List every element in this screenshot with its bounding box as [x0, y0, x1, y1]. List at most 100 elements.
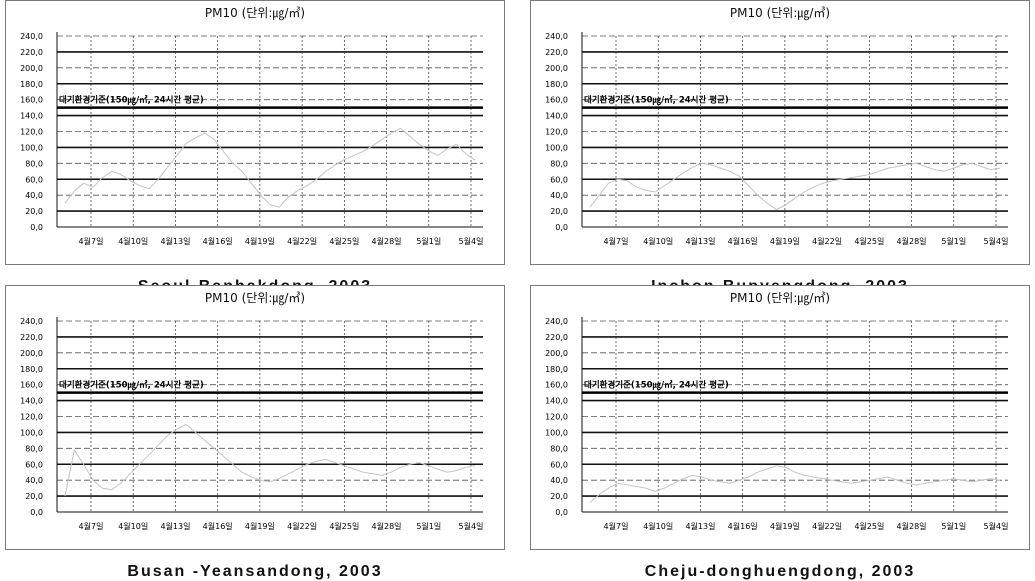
y-tick-label: 60,0: [550, 175, 568, 184]
y-tick-label: 60,0: [25, 460, 43, 469]
y-tick-label: 180,0: [545, 365, 568, 374]
chart-title: PM10 (단위:㎍/㎥): [729, 6, 831, 20]
y-tick-label: 80,0: [25, 444, 43, 453]
series-line: [589, 465, 1001, 503]
x-tick-label: 4월25일: [329, 521, 359, 531]
series-line: [589, 162, 1001, 211]
y-tick-label: 40,0: [25, 476, 43, 485]
x-tick-label: 4월7일: [604, 236, 629, 246]
x-tick-label: 5월4일: [459, 236, 484, 246]
y-tick-label: 240,0: [20, 317, 43, 326]
x-tick-label: 4월22일: [287, 521, 317, 531]
y-tick-label: 160,0: [20, 96, 43, 105]
chart-title: PM10 (단위:㎍/㎥): [204, 6, 306, 20]
x-tick-label: 4월13일: [685, 236, 715, 246]
chart-caption: Cheju-donghuengdong, 2003: [644, 563, 916, 580]
x-tick-label: 5월1일: [416, 236, 441, 246]
x-tick-label: 4월10일: [118, 521, 148, 531]
x-tick-label: 4월28일: [897, 236, 927, 246]
y-tick-label: 40,0: [25, 191, 43, 200]
x-tick-label: 4월16일: [203, 236, 233, 246]
y-tick-label: 40,0: [550, 476, 568, 485]
x-tick-label: 4월10일: [118, 236, 148, 246]
y-tick-label: 120,0: [20, 128, 43, 137]
y-tick-label: 100,0: [20, 428, 43, 437]
y-tick-label: 100,0: [545, 428, 568, 437]
y-tick-label: 160,0: [20, 381, 43, 390]
x-tick-label: 4월22일: [812, 521, 842, 531]
chart-frame: [5, 0, 505, 265]
x-tick-label: 4월28일: [372, 236, 402, 246]
x-tick-label: 4월19일: [770, 236, 800, 246]
y-tick-label: 20,0: [25, 207, 43, 216]
chart-plot: 0,0 20,0 40,0 60,0 80,0 100,0 120,0 140,0 160,0 1…: [20, 32, 484, 246]
x-tick-label: 4월13일: [160, 521, 190, 531]
x-tick-label: 4월16일: [203, 521, 233, 531]
y-tick-label: 220,0: [20, 333, 43, 342]
x-tick-label: 4월19일: [770, 521, 800, 531]
chart-panel-2: PM10 (단위:㎍/㎥) 0,0 20,0 40,0 60,0 80,0 100,0 12…: [530, 0, 1030, 295]
x-tick-label: 4월19일: [245, 521, 275, 531]
y-tick-label: 220,0: [20, 48, 43, 57]
chart-frame: [530, 0, 1030, 265]
chart-plot: 0,0 20,0 40,0 60,0 80,0 100,0 120,0 140,0 160,0 1…: [545, 317, 1009, 531]
x-tick-label: 4월13일: [685, 521, 715, 531]
x-tick-label: 4월16일: [728, 521, 758, 531]
y-tick-label: 140,0: [20, 397, 43, 406]
standard-label: 대기환경기준(150㎍/㎥, 24시간 평균): [584, 380, 729, 391]
series-line: [64, 127, 476, 208]
y-tick-label: 20,0: [550, 207, 568, 216]
y-tick-label: 160,0: [545, 381, 568, 390]
y-tick-label: 140,0: [20, 112, 43, 121]
y-tick-label: 120,0: [545, 128, 568, 137]
y-tick-label: 80,0: [550, 159, 568, 168]
chart-frame: [530, 285, 1030, 550]
x-tick-label: 4월22일: [287, 236, 317, 246]
y-tick-label: 200,0: [20, 349, 43, 358]
chart-title: PM10 (단위:㎍/㎥): [729, 291, 831, 305]
y-tick-label: 180,0: [20, 365, 43, 374]
y-tick-label: 220,0: [545, 48, 568, 57]
y-tick-label: 180,0: [545, 80, 568, 89]
x-tick-label: 4월16일: [728, 236, 758, 246]
chart-plot: 0,0 20,0 40,0 60,0 80,0 100,0 120,0 140,0 160,0 1…: [545, 32, 1009, 246]
x-tick-label: 5월4일: [459, 521, 484, 531]
x-tick-label: 4월10일: [643, 236, 673, 246]
y-tick-label: 180,0: [20, 80, 43, 89]
y-tick-label: 40,0: [550, 191, 568, 200]
y-tick-label: 0,0: [555, 223, 568, 232]
x-tick-label: 4월25일: [854, 521, 884, 531]
x-tick-label: 4월7일: [79, 521, 104, 531]
x-tick-label: 4월19일: [245, 236, 275, 246]
chart-caption: Busan -Yeansandong, 2003: [127, 563, 383, 580]
chart-plot: 0,0 20,0 40,0 60,0 80,0 100,0 120,0 140,0 160,0 1…: [20, 317, 484, 531]
y-tick-label: 140,0: [545, 112, 568, 121]
x-tick-label: 4월28일: [897, 521, 927, 531]
y-tick-label: 0,0: [30, 223, 43, 232]
y-tick-label: 120,0: [545, 413, 568, 422]
x-tick-label: 4월7일: [79, 236, 104, 246]
y-tick-label: 240,0: [545, 32, 568, 41]
y-tick-label: 100,0: [545, 143, 568, 152]
y-tick-label: 240,0: [20, 32, 43, 41]
y-tick-label: 0,0: [555, 508, 568, 517]
series-line: [64, 423, 476, 497]
x-tick-label: 4월22일: [812, 236, 842, 246]
y-tick-label: 80,0: [550, 444, 568, 453]
chart-panel-1: PM10 (단위:㎍/㎥) 0,0 20,0 40,0 60,0 80,0 100,0 12…: [5, 0, 505, 295]
y-tick-label: 240,0: [545, 317, 568, 326]
y-tick-label: 60,0: [25, 175, 43, 184]
y-tick-label: 60,0: [550, 460, 568, 469]
x-tick-label: 5월1일: [941, 236, 966, 246]
standard-label: 대기환경기준(150㎍/㎥, 24시간 평균): [59, 95, 204, 106]
y-tick-label: 0,0: [30, 508, 43, 517]
x-tick-label: 4월10일: [643, 521, 673, 531]
x-tick-label: 5월4일: [984, 521, 1009, 531]
chart-title: PM10 (단위:㎍/㎥): [204, 291, 306, 305]
chart-frame: [5, 285, 505, 550]
x-tick-label: 5월1일: [941, 521, 966, 531]
x-tick-label: 5월4일: [984, 236, 1009, 246]
y-tick-label: 20,0: [550, 492, 568, 501]
chart-panel-3: PM10 (단위:㎍/㎥) 0,0 20,0 40,0 60,0 80,0 100,0 12…: [5, 285, 505, 580]
chart-panel-4: PM10 (단위:㎍/㎥) 0,0 20,0 40,0 60,0 80,0 100,0 12…: [530, 285, 1030, 580]
